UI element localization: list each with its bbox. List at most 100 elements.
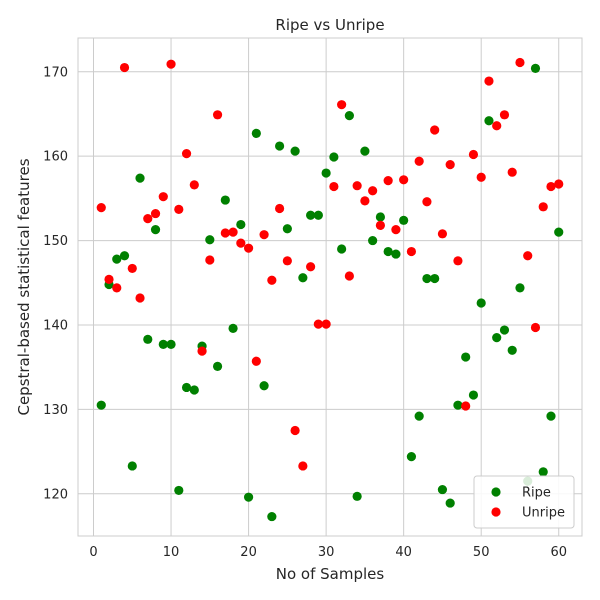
ripe-point	[375, 212, 385, 222]
unripe-point	[127, 263, 137, 274]
unripe-point	[492, 121, 502, 131]
ripe-point	[383, 246, 393, 257]
ripe-point	[484, 116, 494, 126]
unripe-point	[197, 346, 207, 356]
unripe-point	[166, 59, 176, 69]
ripe-point	[437, 484, 448, 495]
ripe-point	[96, 400, 106, 410]
unripe-point	[313, 319, 323, 329]
unripe-point	[212, 110, 223, 120]
ripe-point	[181, 382, 192, 393]
ripe-point	[492, 333, 502, 343]
ripe-point	[344, 111, 354, 121]
plot-area	[77, 37, 583, 537]
ripe-point	[499, 325, 510, 335]
y-tick-label: 140	[43, 318, 68, 333]
ripe-point	[166, 339, 176, 349]
ripe-point	[267, 511, 277, 522]
ripe-point	[275, 141, 285, 151]
unripe-point	[119, 62, 130, 73]
unripe-legend-marker	[491, 507, 501, 517]
unripe-point	[499, 110, 510, 120]
unripe-point	[383, 176, 393, 186]
unripe-point	[135, 293, 145, 303]
y-tick-label: 130	[43, 403, 68, 418]
ripe-point	[306, 210, 316, 220]
ripe-point	[461, 352, 471, 362]
unripe-point	[158, 192, 168, 202]
unripe-point	[554, 179, 564, 189]
ripe-point	[135, 173, 145, 183]
x-tick-label: 20	[240, 545, 257, 560]
unripe-point	[507, 167, 517, 177]
ripe-point	[399, 215, 409, 225]
ripe-point	[546, 411, 556, 421]
ripe-legend-label: Ripe	[522, 486, 551, 501]
y-axis-label: Cepstral-based statistical features	[15, 158, 33, 415]
unripe-point	[515, 57, 525, 68]
ripe-point	[530, 63, 541, 73]
ripe-point	[414, 411, 424, 421]
ripe-point	[112, 254, 122, 264]
unripe-point	[484, 76, 494, 86]
ripe-point	[228, 323, 238, 333]
unripe-point	[275, 203, 285, 214]
ripe-point	[453, 400, 463, 410]
unripe-point	[391, 225, 401, 235]
x-tick-label: 10	[163, 545, 180, 560]
ripe-point	[220, 195, 230, 205]
ripe-point	[352, 491, 362, 501]
y-tick-label: 150	[43, 234, 68, 249]
ripe-point	[127, 461, 137, 471]
unripe-point	[337, 100, 347, 110]
unripe-point	[150, 208, 161, 219]
x-axis-label: No of Samples	[276, 565, 385, 583]
unripe-point	[143, 214, 153, 224]
ripe-point	[313, 210, 323, 220]
unripe-point	[344, 271, 354, 281]
unripe-point	[546, 181, 556, 192]
y-tick-label: 170	[43, 65, 68, 80]
unripe-point	[236, 238, 246, 248]
unripe-point	[290, 425, 300, 436]
unripe-point	[96, 203, 106, 213]
ripe-point	[422, 273, 432, 284]
ripe-point	[150, 225, 161, 235]
unripe-point	[430, 125, 440, 135]
unripe-point	[406, 246, 417, 257]
x-tick-label: 0	[89, 545, 97, 560]
unripe-point	[259, 230, 269, 240]
unripe-point	[360, 196, 370, 206]
unripe-point	[251, 356, 261, 366]
unripe-point	[375, 220, 385, 230]
unripe-point	[445, 160, 455, 170]
unripe-point	[298, 461, 308, 471]
ripe-point	[189, 385, 199, 395]
unripe-point	[112, 283, 122, 293]
x-tick-label: 60	[550, 545, 567, 560]
ripe-point	[321, 168, 331, 178]
unripe-point	[523, 251, 533, 261]
unripe-point	[174, 204, 184, 214]
unripe-point	[422, 197, 432, 207]
unripe-point	[352, 181, 362, 191]
x-tick-label: 40	[395, 545, 412, 560]
ripe-point	[468, 390, 479, 400]
unripe-point	[414, 156, 424, 166]
unripe-point	[538, 202, 548, 212]
ripe-point	[174, 485, 184, 496]
y-tick-label: 120	[43, 487, 68, 502]
unripe-point	[104, 274, 114, 285]
ripe-point	[430, 273, 440, 284]
unripe-point	[368, 186, 378, 196]
unripe-point	[321, 319, 331, 329]
tick-labels: 0 10 20 30 40 50 60 120 130 140 150 160 170	[43, 65, 567, 560]
unripe-point	[399, 175, 409, 185]
ripe-point	[119, 251, 130, 261]
unripe-point	[476, 172, 486, 182]
ripe-point	[368, 235, 378, 246]
ripe-point	[143, 334, 153, 344]
unripe-point	[329, 181, 339, 192]
